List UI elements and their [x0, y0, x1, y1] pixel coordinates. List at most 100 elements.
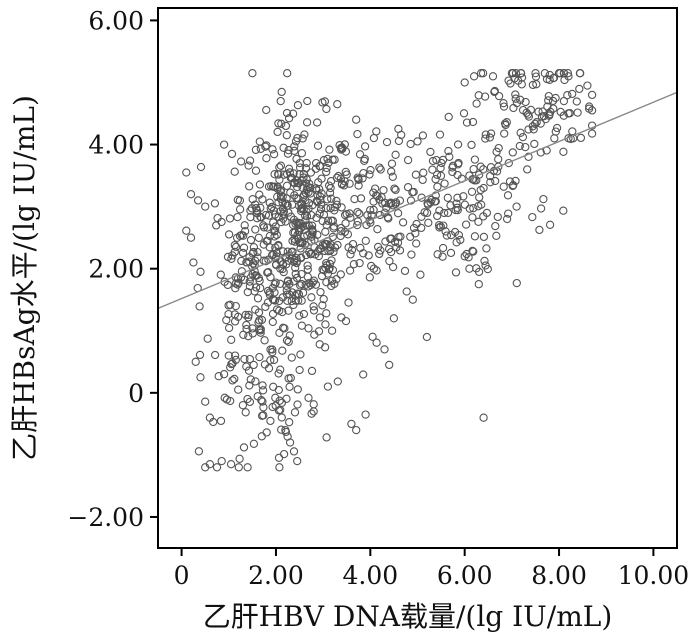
data-point — [493, 212, 502, 222]
data-point — [346, 213, 355, 222]
data-point — [355, 150, 365, 159]
data-point — [258, 397, 267, 406]
data-point — [406, 139, 415, 149]
data-point — [299, 232, 308, 241]
data-point — [194, 447, 204, 456]
data-point — [481, 261, 490, 270]
data-point — [182, 168, 191, 177]
data-point — [278, 198, 287, 208]
data-point — [407, 250, 416, 259]
data-point — [306, 250, 315, 259]
data-point — [230, 351, 240, 360]
x-tick-label: 6.00 — [437, 561, 493, 590]
data-point — [267, 202, 276, 212]
data-point — [268, 145, 277, 154]
data-point — [248, 69, 257, 78]
data-point — [476, 69, 486, 78]
data-point — [281, 425, 290, 435]
data-point — [356, 243, 365, 253]
data-point — [289, 300, 298, 310]
data-point — [511, 90, 520, 99]
data-point — [225, 214, 235, 223]
data-point — [310, 330, 319, 339]
data-point — [544, 96, 553, 105]
data-point — [289, 215, 299, 224]
data-point — [281, 121, 291, 131]
data-point — [196, 162, 206, 172]
data-point — [196, 373, 205, 382]
data-point — [372, 127, 381, 136]
data-point — [350, 194, 359, 204]
data-point — [556, 107, 565, 117]
data-point — [222, 315, 231, 325]
data-point — [426, 147, 435, 157]
data-point — [428, 156, 438, 166]
data-point — [295, 163, 305, 172]
data-point — [227, 335, 236, 344]
data-point — [417, 223, 426, 233]
data-point — [297, 149, 307, 158]
data-point — [367, 210, 376, 220]
data-point — [373, 225, 382, 234]
data-point — [234, 385, 243, 394]
data-point — [240, 227, 250, 236]
data-point — [245, 182, 254, 191]
data-point — [282, 181, 292, 190]
data-point — [290, 408, 300, 417]
data-point — [232, 233, 242, 242]
data-point — [259, 223, 269, 232]
data-point — [427, 195, 436, 205]
data-point — [363, 210, 372, 220]
data-point — [545, 75, 554, 84]
data-point — [231, 301, 240, 311]
data-point — [191, 357, 200, 366]
data-point — [500, 129, 509, 138]
data-point — [436, 163, 445, 173]
data-point — [377, 193, 386, 202]
data-point — [573, 108, 582, 117]
data-point — [315, 340, 324, 349]
data-point — [255, 137, 264, 146]
data-point — [448, 167, 457, 177]
data-point — [358, 174, 367, 183]
data-point — [239, 243, 249, 252]
data-point — [438, 252, 447, 261]
data-point — [256, 203, 265, 212]
data-point — [587, 90, 597, 100]
data-point — [294, 234, 303, 244]
data-point — [508, 148, 517, 157]
data-point — [311, 280, 321, 289]
data-point — [296, 350, 305, 359]
data-point — [536, 119, 545, 128]
y-tick-label: 4.00 — [88, 131, 144, 160]
data-point — [403, 155, 413, 165]
data-point — [416, 270, 425, 279]
data-point — [531, 72, 541, 81]
data-point — [276, 186, 286, 195]
data-point — [436, 222, 445, 231]
data-point — [402, 287, 411, 296]
data-point — [321, 227, 330, 236]
data-point — [347, 419, 356, 429]
data-point — [327, 216, 336, 225]
data-point — [284, 146, 293, 155]
data-point — [442, 231, 452, 240]
data-point — [266, 416, 275, 426]
data-point — [294, 201, 304, 211]
data-point — [512, 202, 521, 211]
data-point — [261, 210, 271, 220]
data-point — [432, 170, 442, 179]
data-point — [275, 163, 284, 172]
data-point — [240, 354, 249, 364]
data-point — [279, 170, 289, 179]
data-point — [263, 286, 273, 296]
plot-frame — [157, 7, 678, 549]
data-point — [443, 193, 452, 202]
data-point — [240, 221, 249, 230]
data-point — [304, 324, 313, 333]
data-point — [249, 439, 259, 448]
data-point — [486, 129, 496, 138]
data-point — [346, 250, 355, 259]
data-point — [528, 212, 537, 222]
data-point — [479, 212, 488, 221]
